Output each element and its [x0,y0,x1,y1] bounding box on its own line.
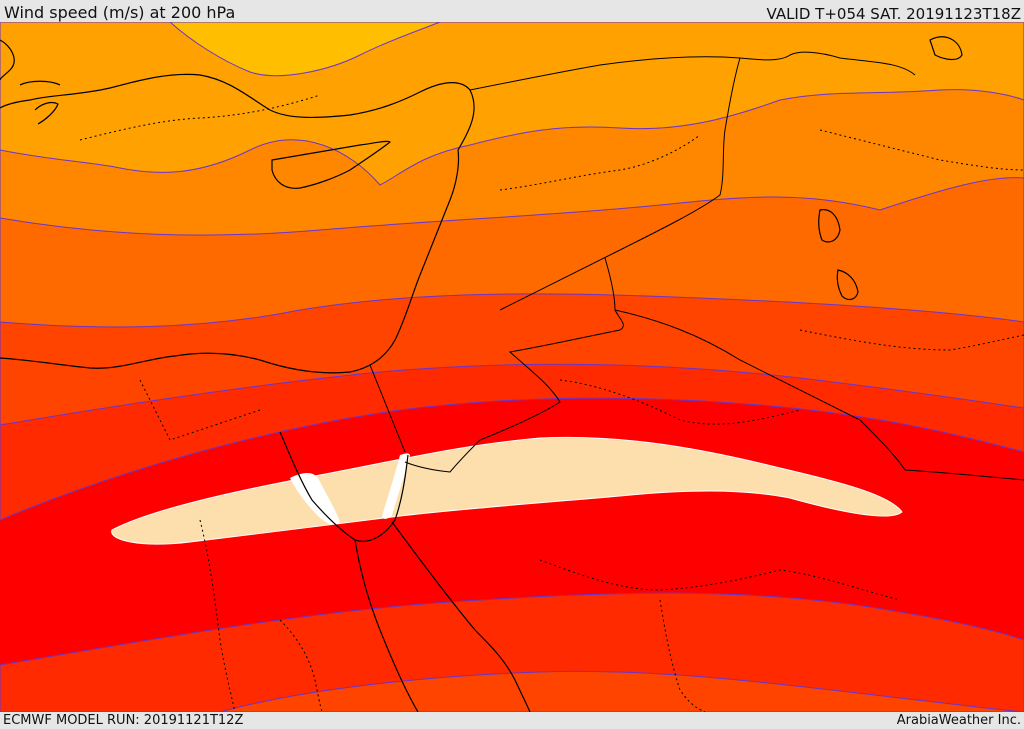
borders [369,51,1024,481]
map-canvas [0,22,1024,712]
band-6-south [0,592,1024,712]
footer-bar: ECMWF MODEL RUN: 20191121T12Z ArabiaWeat… [0,712,1024,729]
coastlines [0,36,963,712]
model-run: ECMWF MODEL RUN: 20191121T12Z [3,713,244,728]
credit: ArabiaWeather Inc. [896,713,1021,728]
valid-time: VALID T+054 SAT. 20191123T18Z [766,5,1021,23]
jet-max-2 [382,453,410,519]
admin-lines [79,94,1024,712]
header-bar: Wind speed (m/s) at 200 hPa VALID T+054 … [0,0,1024,23]
jet-max [290,473,340,525]
map-title: Wind speed (m/s) at 200 hPa [4,3,236,22]
band-1 [169,22,441,77]
wind-speed-map [0,22,1024,712]
